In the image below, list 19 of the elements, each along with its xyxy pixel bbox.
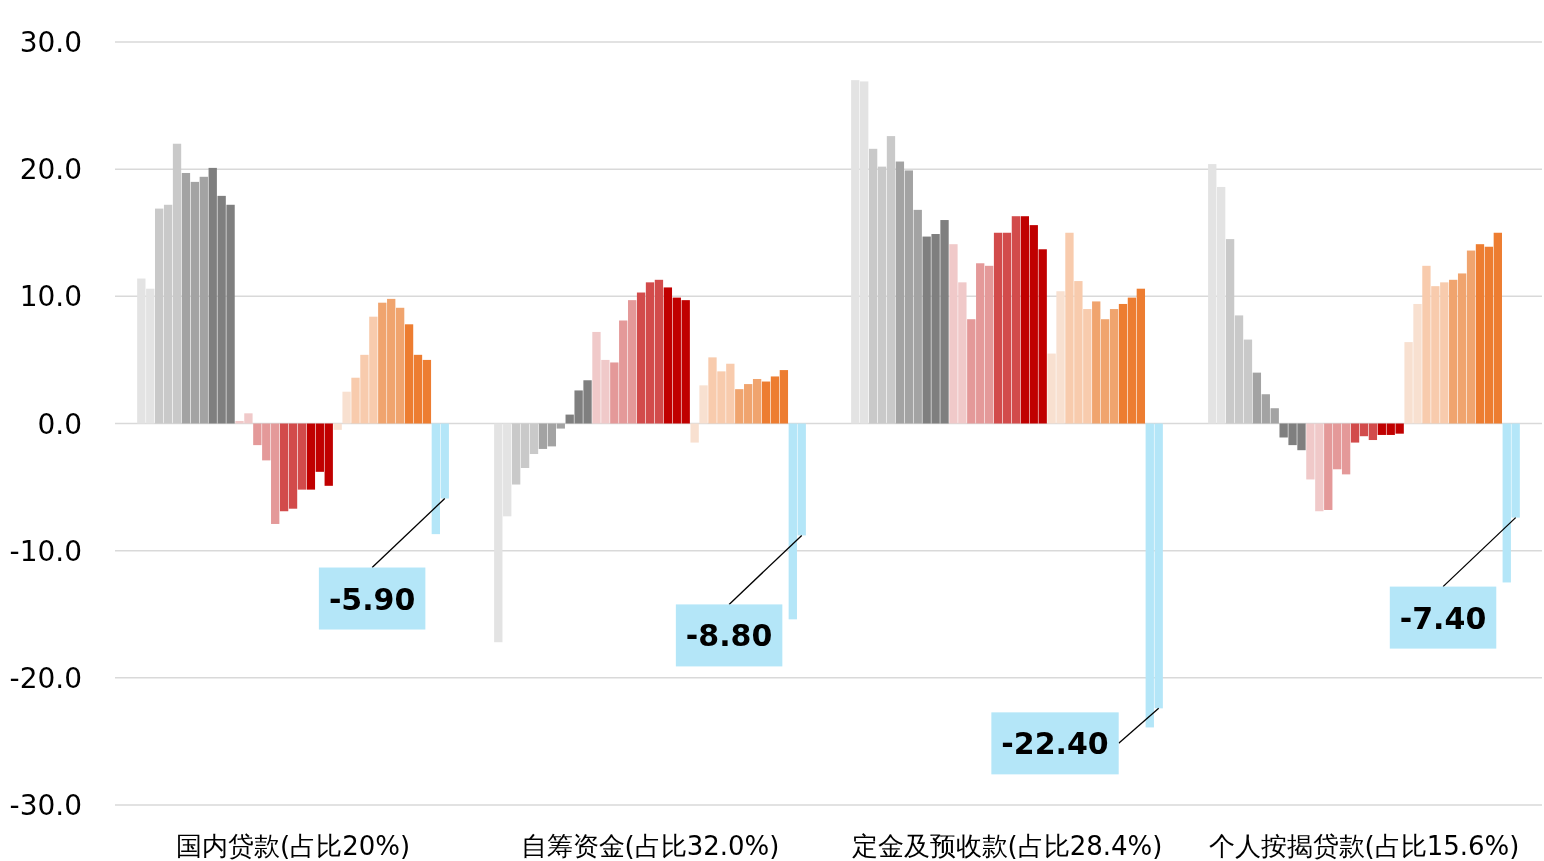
bar xyxy=(333,423,342,430)
y-tick-label: 0.0 xyxy=(37,407,82,441)
data-label: -22.40 xyxy=(1001,726,1109,762)
x-tick-label: 国内贷款(占比20%) xyxy=(176,831,411,861)
y-tick-label: 10.0 xyxy=(19,280,82,314)
x-tick-label: 定金及预收款(占比28.4%) xyxy=(851,831,1163,861)
data-label: -8.80 xyxy=(685,618,773,654)
y-tick-label: -10.0 xyxy=(9,534,82,568)
data-label: -7.40 xyxy=(1399,600,1487,636)
y-tick-label: -20.0 xyxy=(9,661,82,695)
y-tick-label: 20.0 xyxy=(19,153,82,187)
y-tick-label: -30.0 xyxy=(9,789,82,822)
x-tick-label: 个人按揭贷款(占比15.6%) xyxy=(1208,831,1520,861)
x-tick-label: 自筹资金(占比32.0%) xyxy=(520,831,780,861)
data-label: -5.90 xyxy=(328,581,416,617)
bar xyxy=(699,385,708,424)
bar xyxy=(690,423,699,443)
y-tick-label: 30.0 xyxy=(19,26,82,59)
bar xyxy=(342,391,351,424)
